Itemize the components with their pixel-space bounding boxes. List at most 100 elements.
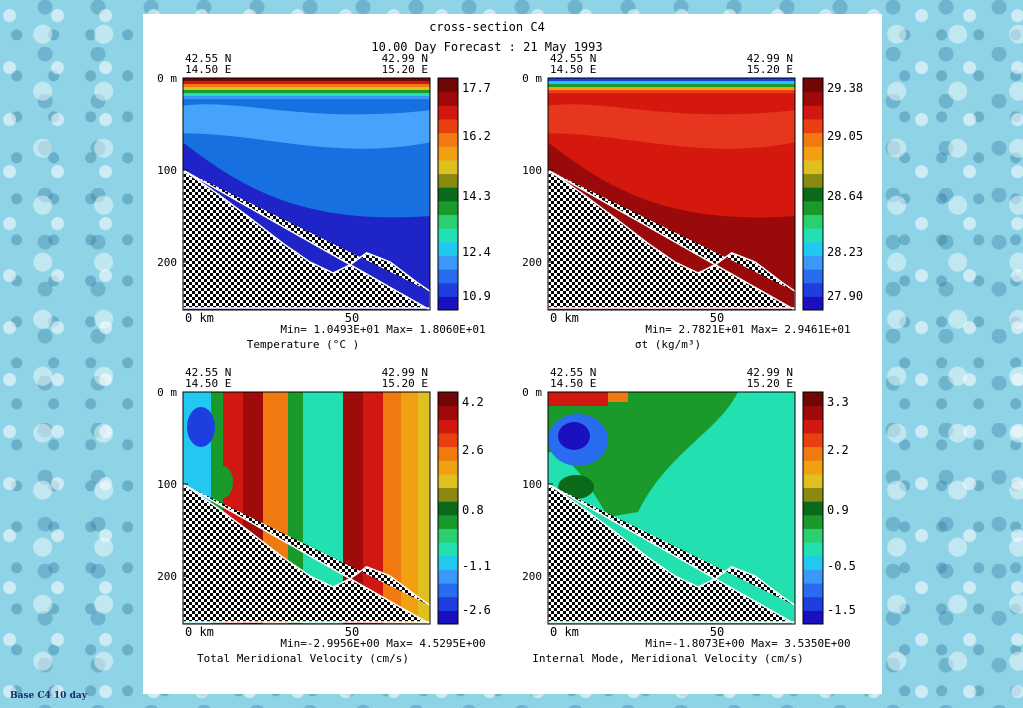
colorbar-swatch xyxy=(803,596,823,611)
negative-core xyxy=(558,422,590,450)
coord-left-lon: 14.50 E xyxy=(185,377,231,390)
colorbar-label: 14.3 xyxy=(462,189,491,203)
colorbar-label: -1.1 xyxy=(462,559,491,573)
colorbar-swatch xyxy=(803,269,823,284)
y-tick-label: 100 xyxy=(157,164,177,177)
field-area xyxy=(548,392,795,624)
colorbar-swatch xyxy=(438,473,458,489)
colorbar-swatch xyxy=(438,610,458,625)
colorbar-swatch xyxy=(803,118,823,134)
surface-band xyxy=(183,81,430,85)
colorbar-swatch xyxy=(438,446,458,461)
footer-label: Base C4 10 day xyxy=(10,691,87,701)
x-tick-label: 50 xyxy=(345,625,359,639)
surface-band xyxy=(548,84,795,88)
surface-band xyxy=(183,87,430,91)
colorbar-swatch xyxy=(803,296,823,311)
colorbar-label: 27.90 xyxy=(827,289,863,303)
colorbar-swatch xyxy=(803,555,823,570)
x-tick-label: 50 xyxy=(710,311,724,325)
surface-jet xyxy=(548,392,608,406)
mid-layer xyxy=(548,104,795,149)
colorbar-label: 28.23 xyxy=(827,245,863,259)
coord-left-lat: 42.55 N xyxy=(185,52,231,65)
colorbar-swatch xyxy=(803,187,823,202)
colorbar-swatch xyxy=(803,583,823,598)
colorbar-swatch xyxy=(803,173,823,188)
figure-svg: cross-section C4 10.00 Day Forecast : 21… xyxy=(157,20,863,665)
y-tick-label: 0 m xyxy=(522,72,542,85)
colorbar-label: 29.05 xyxy=(827,129,863,143)
field-area xyxy=(183,78,430,310)
colorbar-label: 12.4 xyxy=(462,245,491,259)
field-area xyxy=(183,392,430,624)
y-tick-label: 200 xyxy=(522,570,542,583)
colorbar-label: 3.3 xyxy=(827,395,849,409)
y-tick-label: 200 xyxy=(522,256,542,269)
seafloor xyxy=(183,169,430,310)
chart-4: 42.55 N14.50 E 42.99 N15.20 E 0 m 100 200 0 k… xyxy=(522,366,856,665)
colorbar-swatch xyxy=(438,269,458,284)
colorbar-swatch xyxy=(438,405,458,420)
colorbar-swatch xyxy=(803,610,823,625)
seafloor xyxy=(548,169,795,310)
x-tick-label: 0 km xyxy=(550,625,579,639)
colorbar-swatch xyxy=(438,542,458,557)
figure-subtitle: 10.00 Day Forecast : 21 May 1993 xyxy=(371,40,602,54)
colorbar-label: 16.2 xyxy=(462,129,491,143)
colorbar-swatch xyxy=(803,460,823,475)
colorbar-swatch xyxy=(803,514,823,529)
y-tick-label: 100 xyxy=(157,478,177,491)
colorbar-swatch xyxy=(803,569,823,584)
colorbar-swatch xyxy=(438,132,458,147)
colorbar-frame xyxy=(802,391,824,625)
colorbar-swatch xyxy=(438,514,458,529)
colorbar-label: -1.5 xyxy=(827,603,856,617)
colorbar-swatch xyxy=(438,487,458,502)
colorbar-label: 28.64 xyxy=(827,189,863,203)
coord-right-lon: 15.20 E xyxy=(382,63,428,76)
colorbar-swatch xyxy=(438,460,458,475)
colorbar-label: -0.5 xyxy=(827,559,856,573)
chart-3: 42.55 N14.50 E 42.99 N15.20 E 0 m 100 200 0 k… xyxy=(157,366,491,665)
coord-left-lat: 42.55 N xyxy=(185,366,231,379)
chart-2: 42.55 N14.50 E 42.99 N15.20 E 0 m 100 200 0 k… xyxy=(522,52,863,351)
plot-frame xyxy=(547,391,796,625)
colorbar-swatch xyxy=(438,596,458,611)
colorbar-swatch xyxy=(803,78,823,93)
mid-layer xyxy=(183,104,430,149)
colorbar-label: 2.2 xyxy=(827,443,849,457)
colorbar-swatch xyxy=(803,282,823,297)
surface-band xyxy=(183,78,430,82)
colorbar-swatch xyxy=(438,255,458,270)
colorbar-swatch xyxy=(438,392,458,407)
colorbar-swatch xyxy=(438,159,458,175)
colorbar-swatch xyxy=(438,296,458,311)
y-tick-label: 100 xyxy=(522,478,542,491)
y-tick-label: 100 xyxy=(522,164,542,177)
colorbar-swatch xyxy=(438,228,458,243)
colorbar-swatch xyxy=(438,501,458,516)
eddy-core xyxy=(213,466,233,498)
colorbar-swatch xyxy=(803,446,823,461)
colorbar-swatch xyxy=(803,528,823,543)
plot-frame xyxy=(182,391,431,625)
coord-right-lon: 15.20 E xyxy=(747,377,793,390)
eddy-core xyxy=(187,407,215,447)
colorbar-label: 10.9 xyxy=(462,289,491,303)
colorbar-swatch xyxy=(803,419,823,434)
colorbar-swatch xyxy=(438,282,458,297)
velocity-band xyxy=(363,392,383,624)
y-tick-label: 0 m xyxy=(157,386,177,399)
colorbar-swatch xyxy=(438,146,458,161)
colorbar-label: 4.2 xyxy=(462,395,484,409)
coord-left-lon: 14.50 E xyxy=(550,377,596,390)
colorbar-swatch xyxy=(803,105,823,120)
colorbar-label: 2.6 xyxy=(462,443,484,457)
coord-left-lat: 42.55 N xyxy=(550,52,596,65)
field-area xyxy=(548,78,795,310)
chart-title: Temperature (°C ) xyxy=(247,338,360,351)
y-tick-label: 200 xyxy=(157,256,177,269)
colorbar-swatch xyxy=(438,91,458,106)
seafloor xyxy=(183,483,430,624)
